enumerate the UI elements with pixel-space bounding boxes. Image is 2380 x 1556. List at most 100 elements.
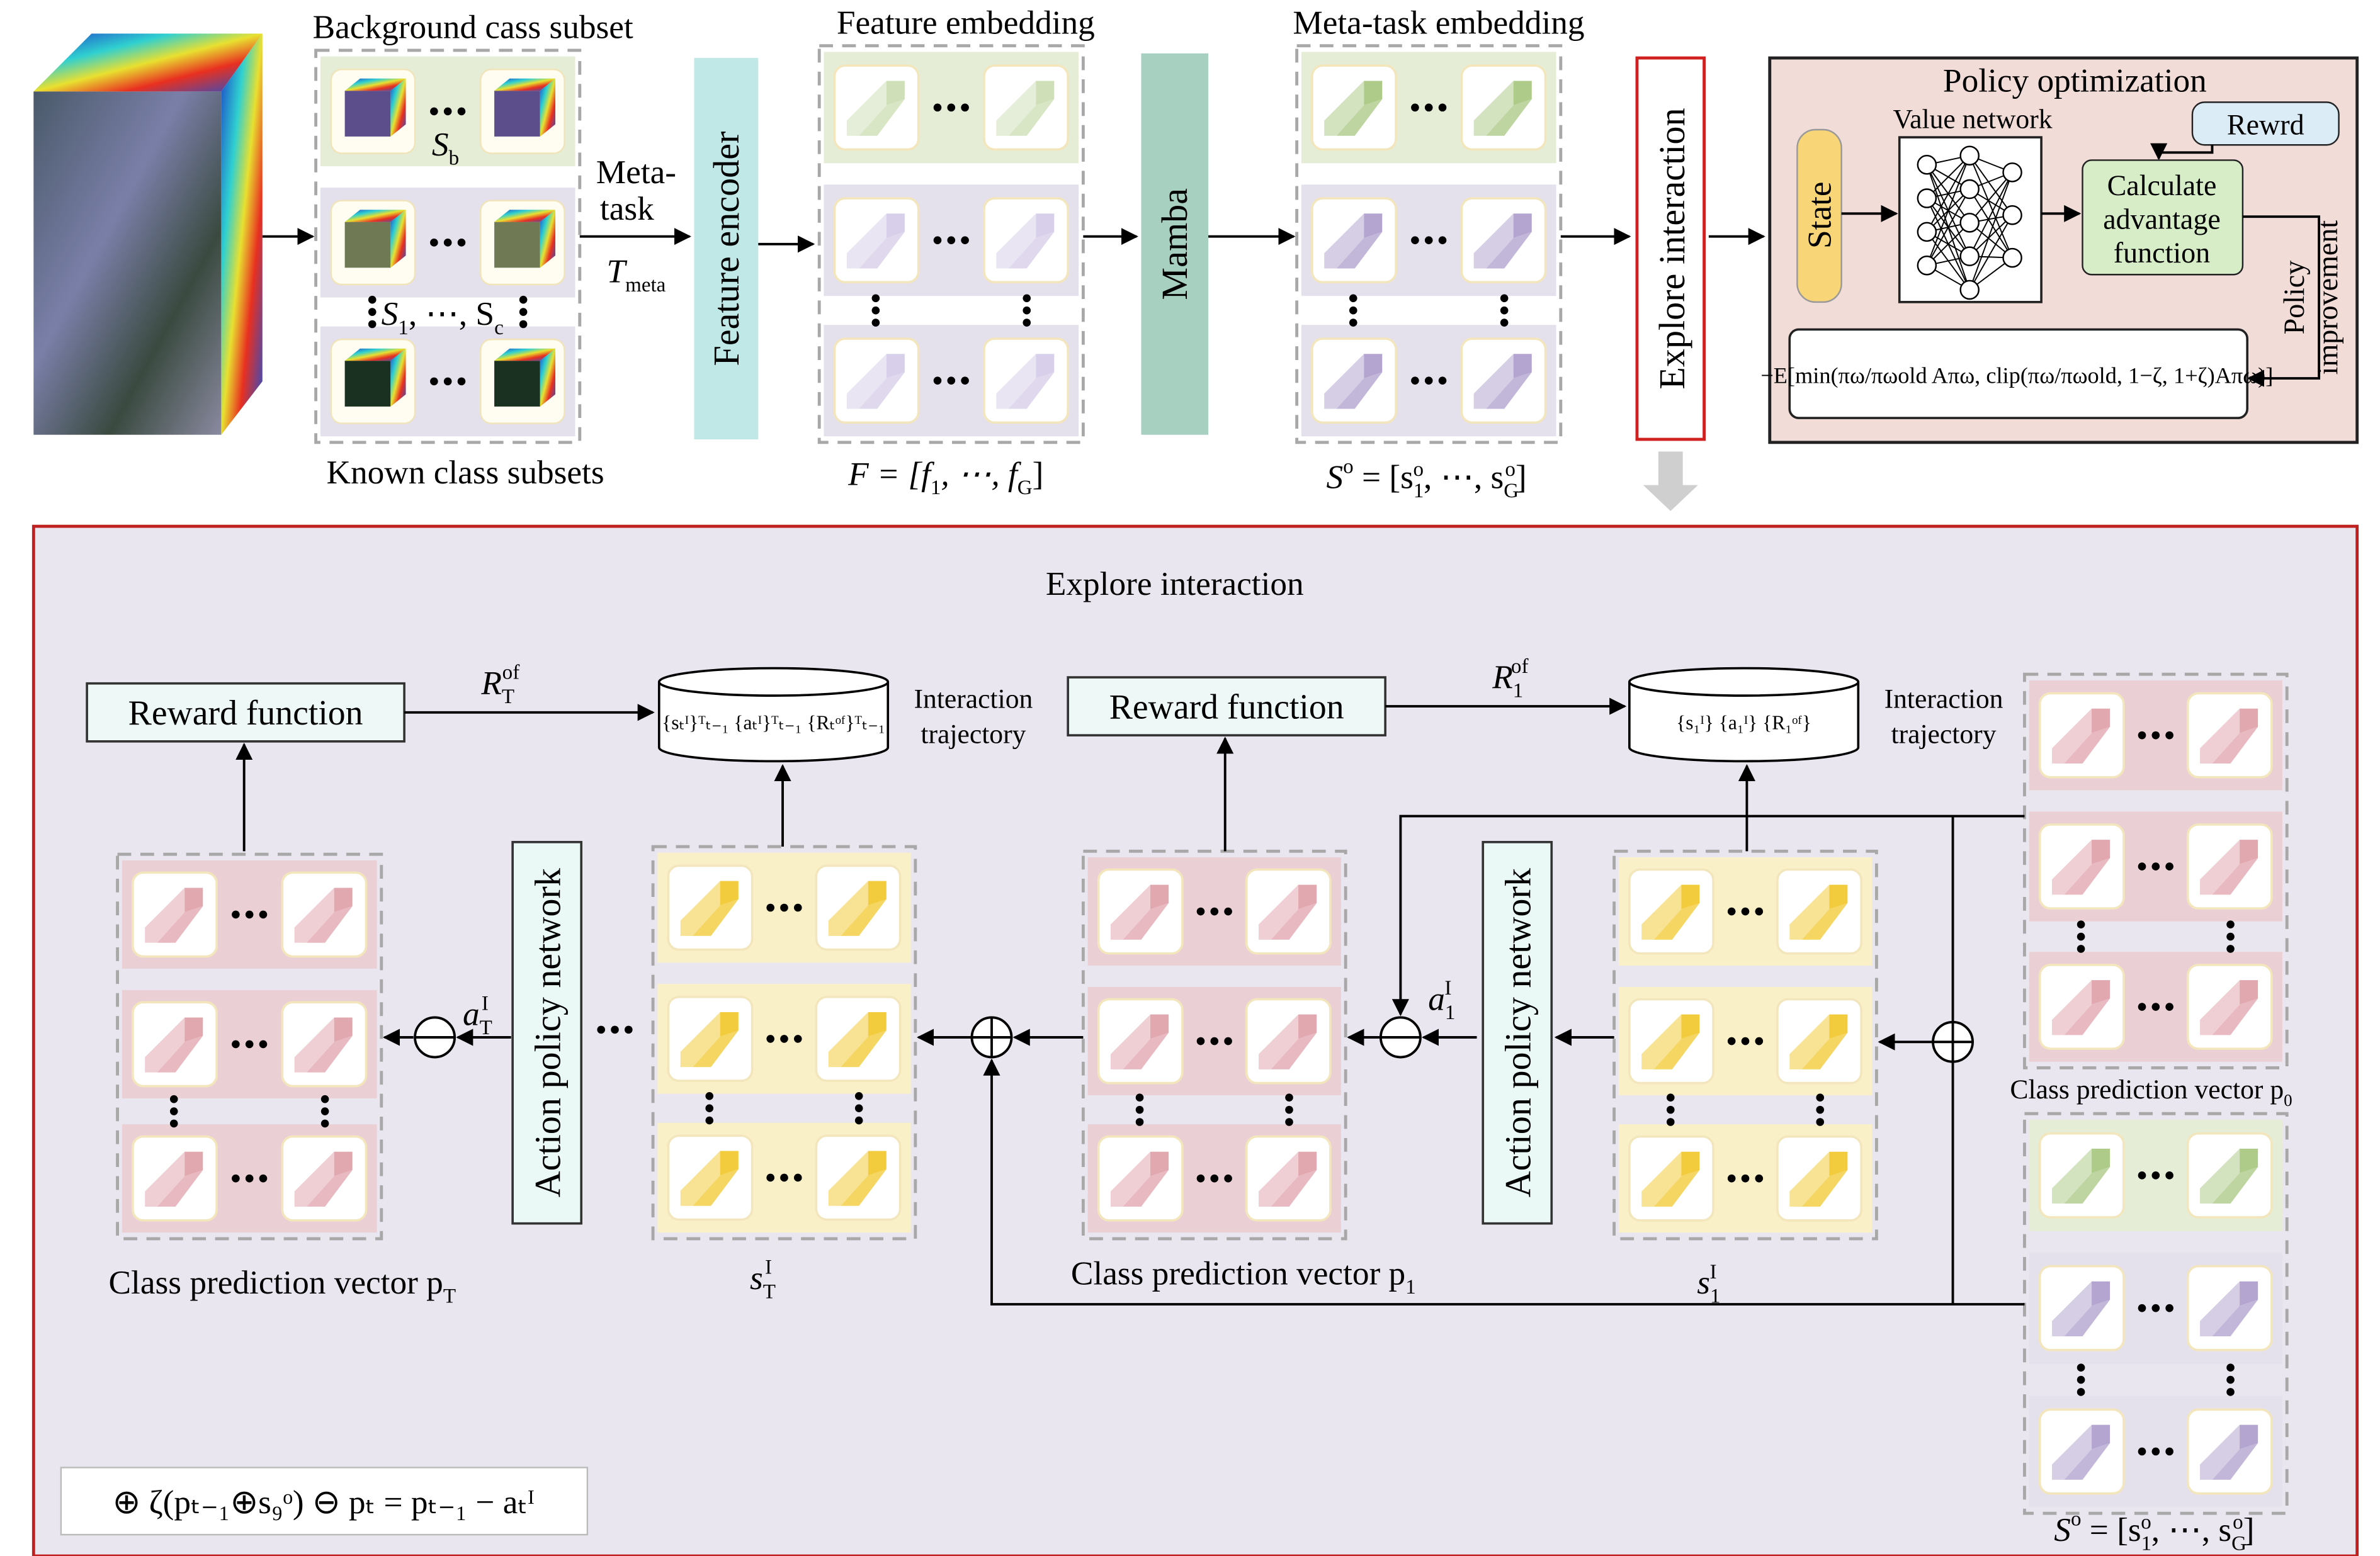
subset-label: S1, ⋯, Sc [382, 295, 504, 339]
ellipsis-dot [2138, 1003, 2146, 1011]
prism-front [1324, 354, 1364, 409]
prism-front [145, 1151, 185, 1207]
prism-top [1513, 213, 1532, 239]
ellipsis-dot [1755, 907, 1764, 916]
ellipsis-dot [1741, 1037, 1750, 1046]
ellipsis-dot [2151, 1304, 2160, 1312]
feature-encoder-box [694, 58, 759, 439]
arrow [2242, 215, 2321, 387]
action-symbol-part: a [1428, 979, 1445, 1017]
ellipsis-dot [1727, 1037, 1736, 1046]
ellipsis-dot [169, 1119, 178, 1128]
prism-side [1123, 1032, 1169, 1069]
prism-top [1150, 884, 1169, 910]
prism-side [2212, 858, 2258, 895]
ellipsis-dot [1727, 1174, 1736, 1183]
ellipsis-dot [2165, 1171, 2173, 1180]
state-label: State [1801, 181, 1839, 249]
formula-part: 1 [1414, 480, 1424, 502]
ellipsis-dot [705, 1104, 714, 1112]
ellipsis-dot [2226, 945, 2235, 953]
formula-part: S [1327, 458, 1344, 496]
vector-label: Class prediction vector p1 [1071, 1254, 1416, 1299]
prism-top [1298, 1014, 1317, 1039]
prism-top [1681, 1014, 1700, 1039]
prism-side [841, 1169, 887, 1206]
subset-label-part: 1 [398, 317, 409, 339]
ellipsis-dot [947, 236, 956, 245]
prism-side [2064, 726, 2111, 764]
prism-front [1473, 354, 1514, 409]
vector-label-part: 1 [1405, 1276, 1416, 1299]
prism-side [2064, 858, 2111, 895]
ellipsis-dot [1755, 1174, 1764, 1183]
ellipsis-dot [2077, 932, 2085, 941]
prism-front [1789, 884, 1830, 940]
prism-front [680, 1012, 720, 1068]
prism-front [294, 888, 334, 943]
neuron [1959, 213, 1980, 233]
prism-front [828, 881, 868, 936]
ellipsis-dot [1135, 1105, 1144, 1114]
prism-front [1789, 1014, 1830, 1069]
image-cube-side [540, 78, 555, 137]
subset-label: Sb [432, 125, 459, 170]
ellipsis-dot [2077, 945, 2085, 953]
prism-front [2200, 980, 2240, 1035]
ellipsis-dot [611, 1025, 619, 1034]
prism-front [680, 1151, 720, 1206]
image-cube-side [390, 348, 406, 407]
prism-front [680, 881, 720, 936]
ellipsis-dot [597, 1025, 605, 1034]
ellipsis-dot [2077, 1363, 2085, 1372]
reward-symbol-part: of [502, 661, 520, 684]
formula-part: S [2054, 1511, 2071, 1548]
neuron [2002, 162, 2022, 183]
prism-side [1123, 1170, 1169, 1207]
ellipsis-dot [961, 103, 969, 112]
ellipsis-dot [1196, 1037, 1205, 1046]
improvement-label: improvement [2311, 220, 2343, 375]
ellipsis-dot [2151, 1447, 2160, 1456]
network-edge [1969, 172, 2013, 290]
reward-symbol-part: 1 [1513, 680, 1524, 702]
formula-part: F = [f [847, 455, 934, 493]
neuron [2002, 247, 2022, 268]
prism-front [2052, 840, 2092, 895]
formula: So = [s1o, ⋯, sGo] [1327, 455, 1527, 502]
formula: F = [f1, ⋯, fG] [847, 455, 1043, 500]
reward-function-box [86, 682, 405, 743]
prism-side [307, 1035, 353, 1073]
ellipsis-dot [430, 239, 438, 247]
prism-top [1681, 884, 1700, 910]
neuron [1917, 255, 1937, 276]
prism-top [720, 881, 739, 906]
formula-part: G [2231, 1532, 2247, 1555]
mamba-box [1141, 53, 1209, 435]
prism-side [1008, 99, 1055, 136]
ellipsis-dot [2151, 1003, 2160, 1011]
ellipsis-dot [457, 239, 466, 247]
prism-top [2092, 980, 2111, 1005]
state-symbol-part: I [1710, 1261, 1717, 1283]
ellipsis-dot [2151, 1171, 2160, 1180]
ellipsis-dot [443, 239, 452, 247]
state-symbol-part: s [1697, 1263, 1710, 1301]
ellipsis-dot [871, 294, 880, 303]
ellipsis-dot [793, 1035, 802, 1043]
prism-side [2064, 998, 2111, 1035]
prism-front [2200, 1424, 2240, 1480]
meta-task-label-part: Meta- [596, 153, 676, 191]
ellipsis-dot [871, 319, 880, 327]
prism-top [1150, 1151, 1169, 1176]
explore-box [1635, 56, 1706, 441]
prism-side [307, 906, 353, 943]
prism-top [2092, 1424, 2111, 1450]
ellipsis-dot [766, 1035, 774, 1043]
arrow [983, 1058, 2025, 1306]
prism-top [2240, 708, 2258, 733]
feature-encoder-label: Feature encoder [706, 132, 747, 366]
trajectory-label: Interaction [1884, 684, 2003, 714]
prism-top [1364, 81, 1383, 106]
